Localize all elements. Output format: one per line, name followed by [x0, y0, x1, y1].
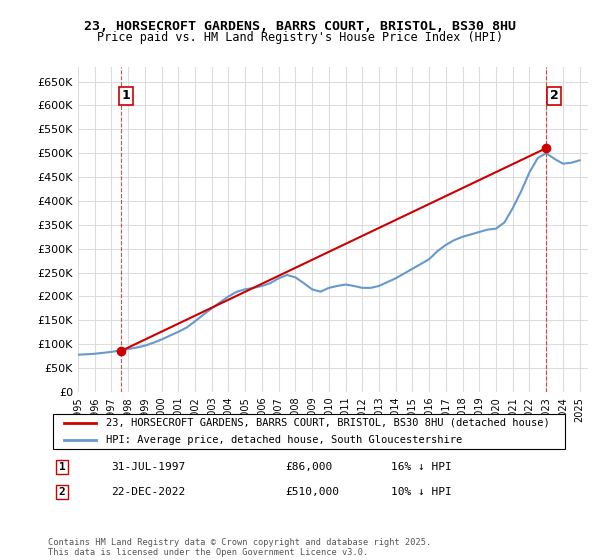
Text: 22-DEC-2022: 22-DEC-2022 [112, 487, 185, 497]
FancyBboxPatch shape [53, 413, 565, 449]
Text: Contains HM Land Registry data © Crown copyright and database right 2025.
This d: Contains HM Land Registry data © Crown c… [48, 538, 431, 557]
Text: 16% ↓ HPI: 16% ↓ HPI [391, 462, 452, 472]
Text: 2: 2 [550, 90, 559, 102]
Text: £510,000: £510,000 [286, 487, 340, 497]
Text: 10% ↓ HPI: 10% ↓ HPI [391, 487, 452, 497]
Text: Price paid vs. HM Land Registry's House Price Index (HPI): Price paid vs. HM Land Registry's House … [97, 31, 503, 44]
Text: 23, HORSECROFT GARDENS, BARRS COURT, BRISTOL, BS30 8HU (detached house): 23, HORSECROFT GARDENS, BARRS COURT, BRI… [106, 418, 550, 428]
Text: 1: 1 [122, 90, 131, 102]
Text: 23, HORSECROFT GARDENS, BARRS COURT, BRISTOL, BS30 8HU: 23, HORSECROFT GARDENS, BARRS COURT, BRI… [84, 20, 516, 32]
Text: 31-JUL-1997: 31-JUL-1997 [112, 462, 185, 472]
Text: HPI: Average price, detached house, South Gloucestershire: HPI: Average price, detached house, Sout… [106, 435, 463, 445]
Text: 2: 2 [59, 487, 65, 497]
Text: £86,000: £86,000 [286, 462, 333, 472]
Text: 1: 1 [59, 462, 65, 472]
